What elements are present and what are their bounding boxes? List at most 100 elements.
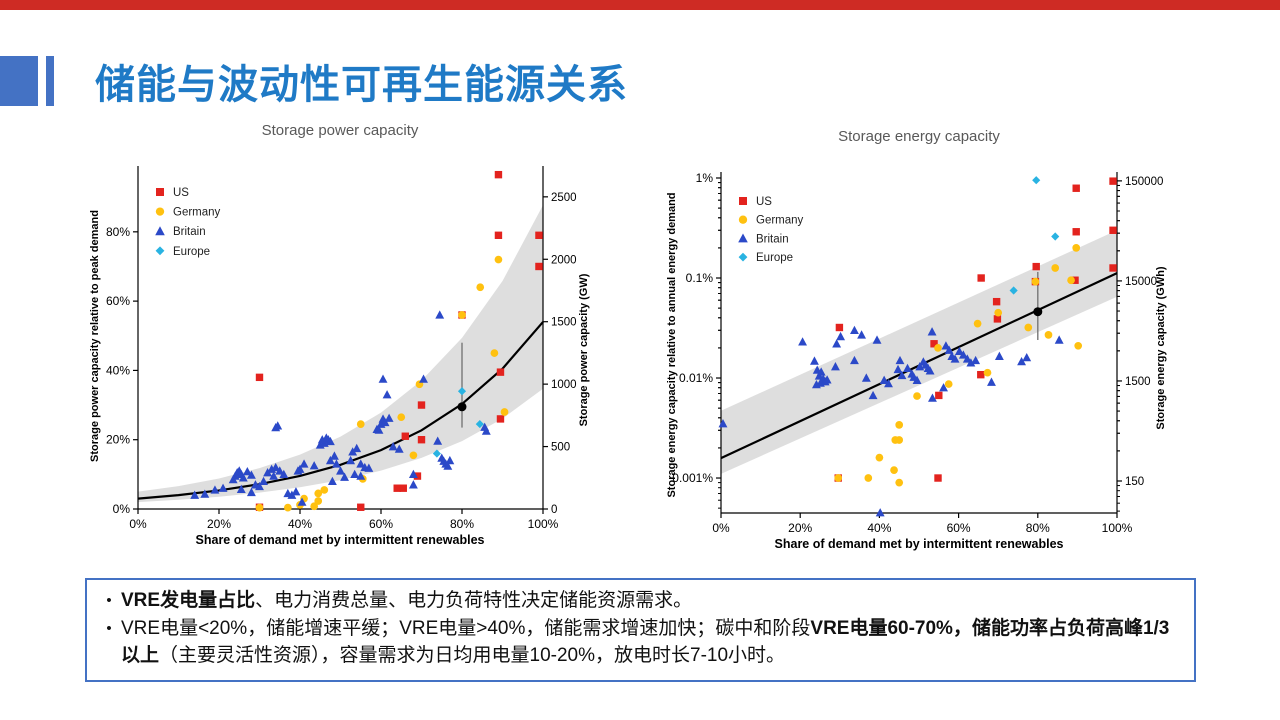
- scatter-point-germany: [314, 489, 323, 498]
- scatter-point-us: [496, 415, 505, 423]
- scatter-point-britain: [378, 374, 388, 383]
- scatter-point-us: [1032, 262, 1040, 271]
- scatter-point-europe: [1051, 232, 1060, 241]
- scatter-point-britain: [259, 476, 268, 485]
- y-right-tick-label: 0: [551, 504, 557, 516]
- scatter-point-britain: [374, 425, 384, 434]
- scatter-point-britain: [394, 444, 404, 453]
- scatter-point-britain: [939, 383, 948, 392]
- scatter-point-britain: [273, 421, 283, 430]
- scatter-point-britain: [994, 351, 1004, 360]
- scatter-point-us: [935, 391, 943, 400]
- scatter-point-britain: [811, 379, 821, 389]
- scatter-point-britain: [954, 346, 964, 355]
- y-tick-label: 80%: [106, 225, 130, 239]
- scatter-point-us: [413, 472, 422, 480]
- scatter-point-britain: [236, 484, 246, 493]
- scatter-point-us: [835, 323, 844, 332]
- scatter-point-germany: [1031, 277, 1040, 286]
- x-tick-label: 60%: [947, 521, 971, 535]
- confidence-band: [138, 205, 543, 503]
- scatter-point-britain: [408, 469, 418, 479]
- summary-text-segment: VRE电量60-70%，储能功率占负荷高峰1/3以上: [121, 617, 1170, 667]
- scatter-point-us: [494, 231, 503, 239]
- x-tick-label: 0%: [129, 517, 147, 531]
- scatter-point-britain: [912, 375, 922, 384]
- scatter-point-us: [1072, 228, 1080, 236]
- summary-bullet: • VRE电量<20%，储能增速平缓；VRE电量>40%，储能需求增速加快；碳中和…: [97, 615, 1182, 670]
- scatter-point-britain: [269, 471, 279, 480]
- y-tick-label: 0%: [113, 502, 131, 516]
- y-right-tick-label: 150000: [1125, 176, 1163, 188]
- scatter-point-germany: [973, 319, 982, 328]
- scatter-point-britain: [879, 375, 889, 384]
- legend-label-germany: Germany: [756, 215, 804, 227]
- scatter-point-us: [255, 373, 264, 382]
- scatter-point-britain: [356, 459, 366, 468]
- highlight-dot: [457, 402, 467, 412]
- scatter-point-us: [1072, 184, 1080, 192]
- scatter-point-us: [977, 274, 985, 282]
- scatter-point-britain: [352, 443, 362, 453]
- y-right-tick-label: 2500: [551, 192, 577, 204]
- scatter-point-britain: [831, 362, 840, 371]
- scatter-point-germany: [255, 503, 264, 512]
- summary-text-segment: VRE发电量占比: [121, 590, 256, 611]
- summary-bullet-text: VRE电量<20%，储能增速平缓；VRE电量>40%，储能需求增速加快；碳中和阶…: [121, 615, 1182, 670]
- scatter-point-britain: [267, 464, 277, 473]
- y-tick-label: 0.01%: [679, 371, 713, 385]
- scatter-point-germany: [983, 368, 992, 377]
- legend-marker-britain: [155, 226, 165, 236]
- y-right-tick-label: 2000: [551, 254, 577, 266]
- x-tick-label: 40%: [867, 521, 891, 535]
- scatter-point-britain: [340, 472, 349, 481]
- scatter-point-us: [1109, 226, 1117, 234]
- scatter-point-britain: [200, 489, 210, 498]
- y-tick-label: 60%: [106, 294, 130, 308]
- left-chart-plot: 0% 20% 40% 60% 80% 100% 0% 20% 40% 60% 80% 0 500 1000…: [106, 166, 577, 531]
- scatter-point-britain: [433, 436, 443, 445]
- top-accent-bar: [0, 0, 1280, 10]
- scatter-point-us: [934, 474, 942, 482]
- y-tick-label: 1%: [696, 171, 714, 185]
- y-right-tick-label: 1500: [1125, 376, 1151, 388]
- scatter-point-britain: [958, 350, 968, 359]
- scatter-point-us: [393, 484, 401, 492]
- scatter-point-britain: [435, 310, 445, 319]
- y-right-tick-label: 15000: [1125, 276, 1157, 288]
- scatter-point-germany: [994, 308, 1003, 317]
- scatter-point-britain: [875, 508, 885, 517]
- scatter-point-us: [417, 436, 426, 444]
- scatter-point-us: [535, 262, 543, 271]
- scatter-point-britain: [190, 490, 200, 499]
- x-tick-label: 20%: [207, 517, 231, 531]
- scatter-point-germany: [895, 478, 904, 487]
- scatter-point-us: [977, 370, 985, 379]
- scatter-point-us: [535, 231, 543, 239]
- page-title: 储能与波动性可再生能源关系: [95, 63, 628, 107]
- right-chart-yaxis-label: Storage energy capacity relative to annu…: [666, 192, 678, 498]
- legend-marker-britain: [738, 233, 748, 243]
- scatter-point-britain: [718, 419, 728, 428]
- legend-label-britain: Britain: [756, 233, 789, 245]
- y-right-tick-label: 500: [551, 442, 570, 454]
- scatter-point-britain: [329, 451, 339, 460]
- scatter-point-britain: [242, 466, 252, 476]
- scatter-point-britain: [893, 364, 903, 374]
- scatter-point-germany: [284, 503, 292, 512]
- scatter-point-britain: [388, 442, 398, 451]
- scatter-point-britain: [317, 435, 327, 444]
- scatter-point-us: [494, 170, 503, 179]
- scatter-point-britain: [255, 481, 264, 491]
- legend-marker-europe: [738, 252, 748, 262]
- scatter-point-britain: [346, 455, 356, 465]
- scatter-point-britain: [325, 455, 335, 465]
- scatter-point-britain: [810, 356, 819, 365]
- summary-text-segment: （主要灵活性资源），容量需求为日均用电量10-20%，放电时长7-10小时。: [159, 645, 786, 666]
- scatter-point-britain: [210, 485, 220, 494]
- scatter-point-germany: [934, 344, 942, 352]
- x-tick-label: 80%: [1026, 521, 1050, 535]
- scatter-point-europe: [457, 387, 467, 396]
- scatter-point-germany: [476, 283, 485, 292]
- scatter-point-germany: [356, 420, 365, 428]
